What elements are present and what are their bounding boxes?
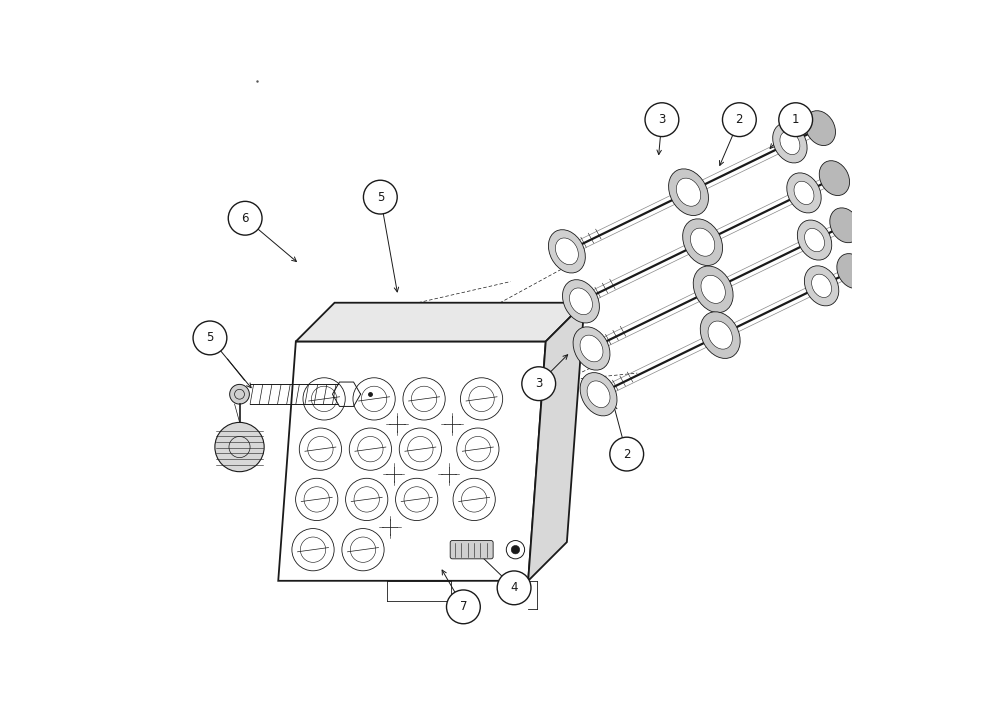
Circle shape: [193, 321, 227, 355]
Circle shape: [299, 428, 342, 470]
Circle shape: [303, 378, 345, 420]
Ellipse shape: [787, 173, 821, 213]
Circle shape: [453, 478, 495, 520]
Circle shape: [342, 529, 384, 571]
Ellipse shape: [701, 275, 725, 303]
Text: 1: 1: [792, 113, 799, 126]
Circle shape: [228, 201, 262, 235]
Circle shape: [522, 367, 556, 401]
Circle shape: [610, 437, 644, 471]
Ellipse shape: [548, 230, 585, 273]
Circle shape: [396, 478, 438, 520]
Ellipse shape: [773, 123, 807, 163]
Circle shape: [296, 478, 338, 520]
Circle shape: [349, 428, 392, 470]
Circle shape: [779, 103, 813, 137]
FancyBboxPatch shape: [450, 541, 493, 559]
Ellipse shape: [812, 274, 832, 298]
Polygon shape: [278, 341, 546, 581]
Ellipse shape: [587, 381, 610, 408]
Ellipse shape: [794, 181, 814, 205]
Ellipse shape: [805, 228, 825, 252]
Polygon shape: [296, 303, 584, 341]
Circle shape: [353, 378, 395, 420]
Circle shape: [722, 103, 756, 137]
Ellipse shape: [676, 178, 701, 206]
Ellipse shape: [580, 372, 617, 416]
Text: 2: 2: [623, 448, 630, 460]
Ellipse shape: [690, 228, 715, 256]
Circle shape: [511, 546, 520, 554]
Circle shape: [446, 590, 480, 624]
Text: 3: 3: [535, 377, 542, 390]
Text: 3: 3: [658, 113, 666, 126]
Polygon shape: [528, 303, 584, 581]
Text: 5: 5: [206, 332, 214, 344]
Circle shape: [457, 428, 499, 470]
Circle shape: [460, 378, 503, 420]
Ellipse shape: [569, 288, 592, 315]
Ellipse shape: [837, 253, 867, 289]
Ellipse shape: [780, 131, 800, 155]
Text: 2: 2: [736, 113, 743, 126]
Ellipse shape: [563, 279, 599, 323]
Circle shape: [346, 478, 388, 520]
Ellipse shape: [805, 111, 835, 146]
Text: 6: 6: [241, 212, 249, 225]
Ellipse shape: [555, 238, 578, 265]
Ellipse shape: [669, 169, 708, 215]
Ellipse shape: [708, 321, 732, 349]
Ellipse shape: [230, 384, 249, 404]
Ellipse shape: [580, 335, 603, 362]
Ellipse shape: [797, 220, 832, 260]
Circle shape: [645, 103, 679, 137]
Ellipse shape: [804, 266, 839, 306]
Text: 5: 5: [377, 191, 384, 203]
Circle shape: [403, 378, 445, 420]
Ellipse shape: [830, 208, 860, 243]
Ellipse shape: [683, 219, 723, 265]
Text: 7: 7: [460, 601, 467, 613]
Circle shape: [497, 571, 531, 605]
Circle shape: [215, 422, 264, 472]
Ellipse shape: [573, 327, 610, 370]
Ellipse shape: [700, 312, 740, 358]
Ellipse shape: [693, 266, 733, 313]
Circle shape: [363, 180, 397, 214]
Ellipse shape: [819, 161, 850, 196]
Circle shape: [399, 428, 441, 470]
Text: 4: 4: [510, 582, 518, 594]
Circle shape: [292, 529, 334, 571]
